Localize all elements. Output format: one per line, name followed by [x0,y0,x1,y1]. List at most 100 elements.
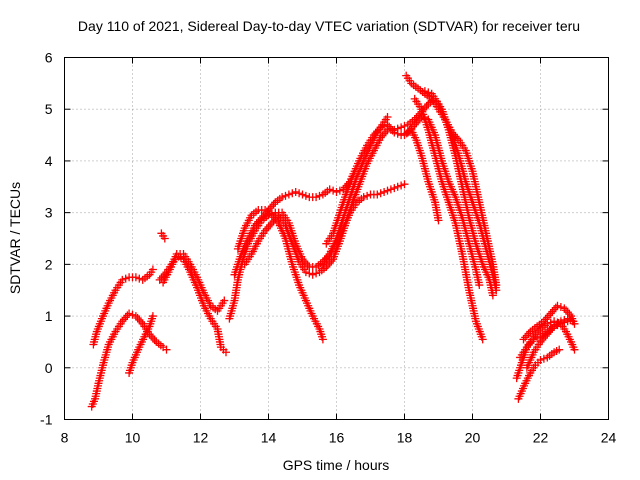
series-track-14 [410,94,487,344]
data-point [131,273,140,282]
data-point [147,332,156,341]
y-tick-label: 3 [45,205,53,221]
data-point [533,334,542,343]
data-point [376,123,385,132]
y-tick-label: 1 [45,308,53,324]
data-point [259,211,268,220]
data-point [121,274,130,283]
data-point [250,221,259,230]
data-point [543,313,552,322]
data-point [266,220,275,229]
data-point [298,190,307,199]
y-tick-label: 4 [45,153,53,169]
data-point [536,356,545,365]
data-point [521,333,530,342]
data-point [420,87,429,96]
x-tick-label: 10 [125,430,141,446]
data-point [380,187,389,196]
x-tick-label: 24 [601,430,617,446]
data-point [548,307,557,316]
data-point [125,309,134,318]
data-point [553,301,562,310]
data-point [301,268,310,277]
data-point [453,134,462,143]
data-point [133,314,142,323]
data-point [318,335,327,344]
data-point [148,334,157,343]
data-point [528,337,536,346]
data-point [556,303,565,312]
y-tick-label: 0 [45,360,53,376]
data-point [393,129,402,138]
data-point [475,281,484,290]
data-point [539,334,548,343]
data-point [278,193,287,202]
data-point [305,269,314,278]
data-point [546,318,555,327]
series-track-16 [420,87,501,290]
y-tick-labels: -1 0 1 2 3 4 5 6 [40,50,53,428]
data-point [222,348,230,357]
data-point [373,127,382,136]
data-point [538,335,547,344]
data-point [301,191,310,200]
data-point [369,131,378,140]
data-point [118,317,127,326]
data-point [252,219,261,228]
x-axis-label: GPS time / hours [283,457,390,473]
data-point [383,186,392,195]
data-point [262,224,271,233]
data-points [87,71,579,411]
data-point [390,128,399,137]
data-point [267,218,276,227]
data-point [397,123,406,132]
data-point [414,116,423,125]
data-point [380,129,389,138]
data-point [335,186,344,195]
data-point [400,180,409,189]
data-point [359,193,368,202]
data-point [131,312,140,321]
data-point [371,129,380,138]
data-point [295,189,304,198]
data-point [545,311,553,320]
data-point [120,315,128,324]
data-point [539,354,548,363]
data-point [327,257,336,266]
data-point [376,189,385,198]
data-point [269,217,278,226]
y-tick-label: 5 [45,101,53,117]
data-point [522,343,531,352]
data-point [363,191,372,200]
data-point [386,185,395,194]
data-point [135,315,144,324]
x-tick-label: 20 [465,430,481,446]
data-point [546,326,555,335]
series-track-06 [159,250,229,315]
data-point [448,128,457,137]
data-point [383,120,392,129]
data-point [548,324,557,333]
data-point [524,329,533,338]
data-point [412,118,421,127]
data-point [393,182,402,191]
data-point [492,281,501,290]
data-point [128,310,137,319]
data-point [373,190,382,199]
data-point [546,309,555,318]
data-point [543,330,552,339]
data-point [381,127,390,136]
data-point [434,216,443,225]
series-track-02 [89,265,157,349]
x-tick-label: 12 [193,430,209,446]
x-tick-label: 16 [329,430,345,446]
y-tick-label: 6 [45,50,53,66]
data-point [539,317,548,326]
plot-frame [64,57,609,420]
data-point [449,130,458,139]
data-point [568,317,577,326]
series-track-15 [400,125,443,225]
data-point [522,331,531,340]
x-tick-labels: 8 10 12 14 16 18 20 22 24 [61,430,617,446]
